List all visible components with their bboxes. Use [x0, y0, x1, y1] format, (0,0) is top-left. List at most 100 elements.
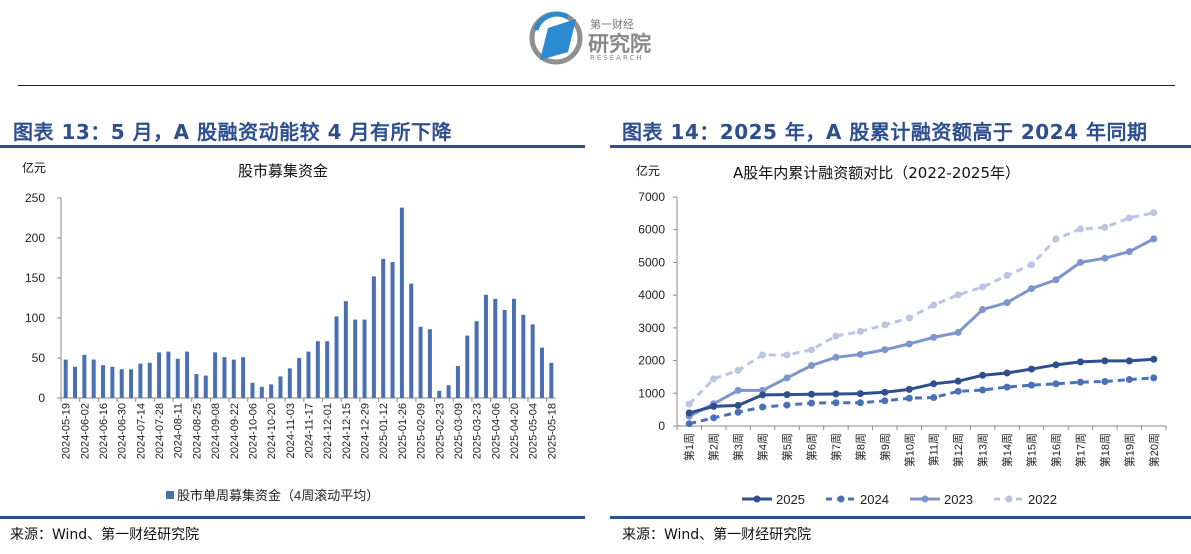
x-tick-label: 2024-10-06: [247, 403, 259, 459]
x-tick-label: 第16周: [1049, 433, 1063, 467]
data-point-2023: [1101, 254, 1109, 262]
data-point-2022: [685, 400, 693, 408]
x-tick-label: 第4周: [756, 433, 770, 461]
legend-label: 股市单周募集资金（4周滚动平均）: [177, 488, 379, 503]
data-point-2025: [1150, 355, 1158, 363]
data-point-2025: [1076, 358, 1084, 366]
bar: [269, 384, 274, 398]
logo-text-main: 研究院: [588, 32, 651, 56]
data-point-2024: [1125, 376, 1133, 384]
series-line-2025: [688, 357, 1154, 415]
data-point-2025: [685, 409, 693, 417]
right-title-rule: [610, 145, 1191, 148]
bar: [409, 283, 414, 398]
data-point-2023: [905, 340, 913, 348]
data-point-2022: [930, 301, 938, 309]
bar: [399, 207, 404, 398]
series-line-2024: [688, 376, 1154, 426]
data-point-2025: [1101, 357, 1109, 365]
x-tick-label: 2024-08-11: [173, 403, 185, 458]
data-point-2022: [1150, 209, 1158, 217]
data-point-2022: [759, 351, 767, 359]
bar: [530, 324, 535, 398]
bar: [455, 366, 460, 398]
data-point-2025: [979, 371, 987, 379]
bar: [521, 314, 526, 398]
bar: [166, 351, 171, 398]
legend-marker-2022: [1005, 495, 1013, 503]
data-point-2023: [954, 328, 962, 336]
bar: [241, 357, 246, 398]
bar: [194, 374, 199, 398]
data-point-2025: [905, 385, 913, 393]
x-tick-label: 第8周: [853, 433, 867, 461]
data-point-2024: [807, 399, 815, 407]
data-point-2025: [1003, 369, 1011, 377]
legend-swatch: [166, 491, 174, 499]
x-tick-label: 2024-12-29: [360, 403, 372, 459]
x-tick-label: 2024-09-08: [210, 403, 222, 459]
data-point-2025: [1052, 361, 1060, 369]
bar: [250, 382, 255, 398]
bar: [362, 319, 367, 398]
data-point-2024: [783, 401, 791, 409]
bar: [325, 341, 330, 398]
x-tick-label: 2025-03-23: [472, 403, 484, 459]
data-point-2024: [1076, 378, 1084, 386]
data-point-2022: [881, 321, 889, 329]
data-point-2025: [832, 390, 840, 398]
data-point-2022: [954, 291, 962, 299]
bar: [138, 363, 143, 398]
data-point-2023: [783, 374, 791, 382]
bar: [82, 354, 87, 398]
data-point-2022: [1028, 261, 1036, 269]
data-point-2024: [979, 386, 987, 394]
data-point-2025: [734, 401, 742, 409]
x-tick-label: 第2周: [707, 433, 721, 461]
data-point-2022: [832, 332, 840, 340]
bar: [353, 319, 358, 398]
bar: [287, 368, 292, 398]
legend-marker-2025: [753, 495, 761, 503]
x-tick-label: 第9周: [878, 433, 892, 461]
data-point-2024: [1003, 383, 1011, 391]
right-source: 来源：Wind、第一财经研究院: [622, 527, 812, 543]
y-tick-label: 100: [25, 311, 45, 325]
bar: [390, 262, 395, 398]
bar-chart: 0 50 100 150 200 250 2024-05-19 2024-06-02 2024-…: [25, 191, 558, 503]
data-point-2023: [734, 386, 742, 394]
data-point-2025: [710, 402, 718, 410]
left-source: 来源：Wind、第一财经研究院: [10, 527, 200, 543]
data-point-2024: [1028, 381, 1036, 389]
x-tick-label: 第5周: [780, 433, 794, 461]
data-point-2023: [1125, 248, 1133, 256]
data-point-2023: [1028, 285, 1036, 293]
x-tick-label: 2024-09-22: [229, 403, 241, 459]
bar: [203, 375, 208, 398]
data-point-2025: [759, 391, 767, 399]
logo-text-top: 第一财经: [590, 18, 634, 31]
data-point-2025: [856, 390, 864, 398]
bar: [175, 358, 180, 398]
y-tick-label: 2000: [638, 354, 665, 368]
y-tick-label: 0: [658, 419, 665, 433]
x-tick-label: 第14周: [1000, 433, 1014, 467]
bar: [493, 298, 498, 398]
left-figure-title: 图表 13：5 月，A 股融资动能较 4 月有所下降: [13, 120, 452, 144]
right-unit-label: 亿元: [636, 164, 661, 178]
data-point-2023: [1052, 276, 1060, 284]
data-point-2024: [856, 399, 864, 407]
x-tick-label: 2024-06-30: [117, 403, 129, 459]
logo-text-sub: RESEARCH: [590, 54, 644, 62]
data-point-2022: [1003, 272, 1011, 280]
data-point-2022: [807, 346, 815, 354]
right-chart-title: A股年内累计融资额对比（2022-2025年）: [733, 164, 1021, 182]
legend-marker-2023: [921, 495, 929, 503]
data-point-2022: [783, 351, 791, 359]
bar: [315, 341, 320, 398]
data-point-2022: [905, 314, 913, 322]
y-tick-label: 3000: [638, 321, 665, 335]
left-unit-label: 亿元: [22, 161, 47, 175]
x-tick-label: 第19周: [1122, 433, 1136, 467]
legend-label-2023: 2023: [944, 492, 973, 507]
